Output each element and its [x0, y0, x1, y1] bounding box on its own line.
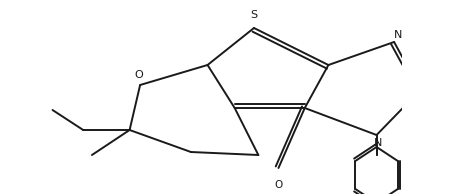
- Text: O: O: [274, 180, 283, 190]
- Text: O: O: [134, 70, 143, 80]
- Text: S: S: [251, 10, 257, 20]
- Text: N: N: [374, 138, 382, 148]
- Text: N: N: [394, 30, 403, 40]
